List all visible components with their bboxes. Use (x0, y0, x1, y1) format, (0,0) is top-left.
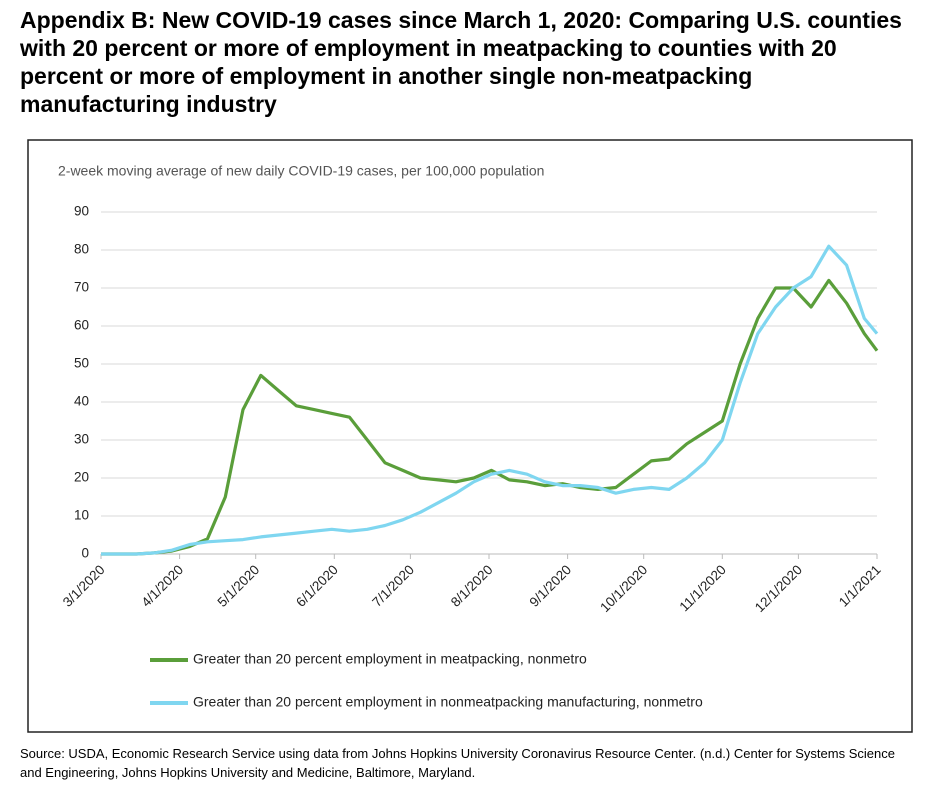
y-tick-label: 70 (74, 280, 89, 295)
x-tick-label: 9/1/2020 (526, 562, 574, 610)
x-tick-label: 12/1/2020 (752, 562, 805, 615)
x-tick-label: 10/1/2020 (597, 562, 650, 615)
chart: 2-week moving average of new daily COVID… (27, 139, 913, 733)
x-tick-label: 6/1/2020 (293, 562, 341, 610)
y-tick-label: 90 (74, 204, 89, 219)
x-tick-label: 11/1/2020 (677, 562, 729, 614)
legend-label: Greater than 20 percent employment in me… (193, 651, 587, 667)
y-tick-label: 0 (81, 546, 89, 561)
x-tick-label: 4/1/2020 (138, 562, 186, 610)
series-line (101, 244, 879, 556)
chart-frame (27, 139, 913, 733)
y-tick-label: 80 (74, 242, 89, 257)
y-tick-label: 20 (74, 470, 89, 485)
x-tick-label: 7/1/2020 (369, 562, 417, 610)
y-tick-label: 10 (74, 508, 89, 523)
x-tick-label: 3/1/2020 (60, 562, 108, 610)
y-tick-label: 60 (74, 318, 89, 333)
y-tick-label: 50 (74, 356, 89, 371)
chart-subtitle: 2-week moving average of new daily COVID… (58, 163, 544, 179)
y-tick-label: 30 (74, 432, 89, 447)
legend-label: Greater than 20 percent employment in no… (193, 694, 703, 710)
source-note: Source: USDA, Economic Research Service … (20, 746, 895, 780)
x-tick-label: 1/1/2021 (836, 562, 884, 610)
y-tick-label: 40 (74, 394, 89, 409)
chart-title: Appendix B: New COVID-19 cases since Mar… (20, 7, 902, 117)
x-tick-label: 8/1/2020 (448, 562, 496, 610)
x-tick-label: 5/1/2020 (215, 562, 263, 610)
series-line (101, 278, 879, 556)
